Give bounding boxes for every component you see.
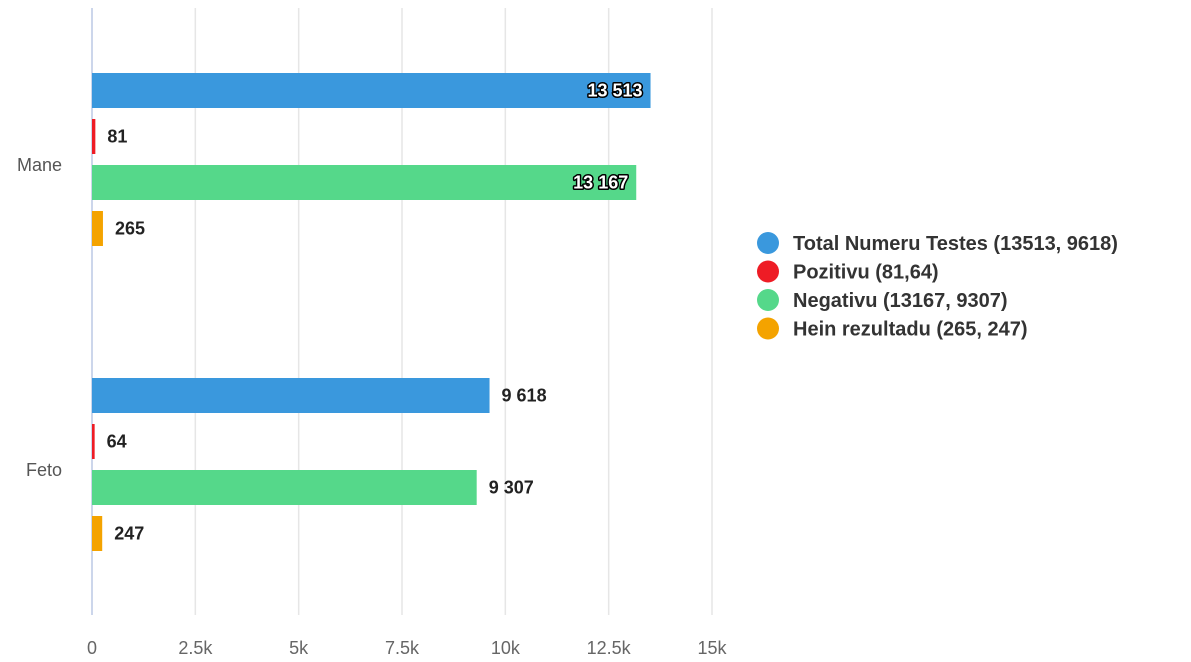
x-tick-label: 12.5k <box>587 638 632 658</box>
grid <box>91 8 713 615</box>
legend-label: Pozitivu (81,64) <box>793 262 939 284</box>
bar[interactable] <box>92 470 477 505</box>
bar[interactable] <box>92 119 96 154</box>
x-tick-label: 5k <box>289 638 309 658</box>
y-axis-categories: Mane Feto <box>17 155 62 480</box>
legend-label: Total Numeru Testes (13513, 9618) <box>793 233 1118 255</box>
legend-item[interactable]: Pozitivu (81,64) <box>757 260 939 284</box>
data-label: 81 <box>107 127 127 147</box>
x-tick-label: 7.5k <box>385 638 420 658</box>
data-label: 13 167 <box>573 173 628 193</box>
data-label: 265 <box>115 219 145 239</box>
legend-marker <box>757 232 779 254</box>
bar[interactable] <box>92 378 490 413</box>
data-labels: 13 513 81 13 167 265 9 618 64 9 307 247 <box>107 79 644 544</box>
bars <box>92 73 651 551</box>
legend-marker <box>757 289 779 311</box>
bar[interactable] <box>92 73 651 108</box>
legend-item[interactable]: Total Numeru Testes (13513, 9618) <box>757 232 1118 255</box>
data-label: 9 618 <box>502 386 547 406</box>
category-label: Mane <box>17 155 62 175</box>
data-label: 13 513 <box>587 81 642 101</box>
legend-marker <box>757 260 779 283</box>
x-tick-label: 15k <box>697 638 727 658</box>
legend[interactable]: Total Numeru Testes (13513, 9618) Pozitiv… <box>757 232 1118 341</box>
x-axis-ticks: 0 2.5k 5k 7.5k 10k 12.5k 15k <box>87 638 728 658</box>
x-tick-label: 2.5k <box>178 638 213 658</box>
x-tick-label: 10k <box>491 638 521 658</box>
category-label: Feto <box>26 460 62 480</box>
data-label: 247 <box>114 524 144 544</box>
legend-item[interactable]: Negativu (13167, 9307) <box>757 289 1008 312</box>
legend-item[interactable]: Hein rezultadu (265, 247) <box>757 317 1028 341</box>
legend-label: Negativu (13167, 9307) <box>793 290 1008 312</box>
data-label: 9 307 <box>489 478 534 498</box>
x-tick-label: 0 <box>87 638 97 658</box>
bar[interactable] <box>92 516 103 551</box>
bar[interactable] <box>92 211 103 246</box>
legend-label: Hein rezultadu (265, 247) <box>793 319 1028 341</box>
bar[interactable] <box>92 424 95 459</box>
legend-marker <box>757 317 779 340</box>
bar[interactable] <box>92 165 637 200</box>
data-label: 64 <box>107 432 127 452</box>
